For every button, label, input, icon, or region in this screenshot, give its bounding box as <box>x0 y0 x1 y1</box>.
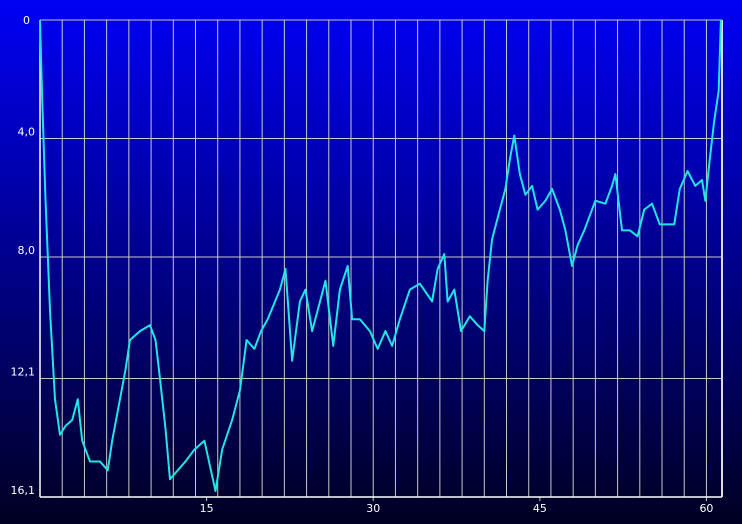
x-tick-label: 30 <box>366 502 380 515</box>
y-tick-label: 12,1 <box>11 365 36 378</box>
y-tick-label: 16,1 <box>11 484 36 497</box>
y-tick-label: 4,0 <box>18 126 36 139</box>
y-tick-label: 8,0 <box>18 244 36 257</box>
x-tick-label: 60 <box>699 502 713 515</box>
x-tick-label: 45 <box>533 502 547 515</box>
y-tick-label: 0 <box>23 14 30 27</box>
x-tick-label: 15 <box>200 502 214 515</box>
depth-line <box>39 19 722 493</box>
